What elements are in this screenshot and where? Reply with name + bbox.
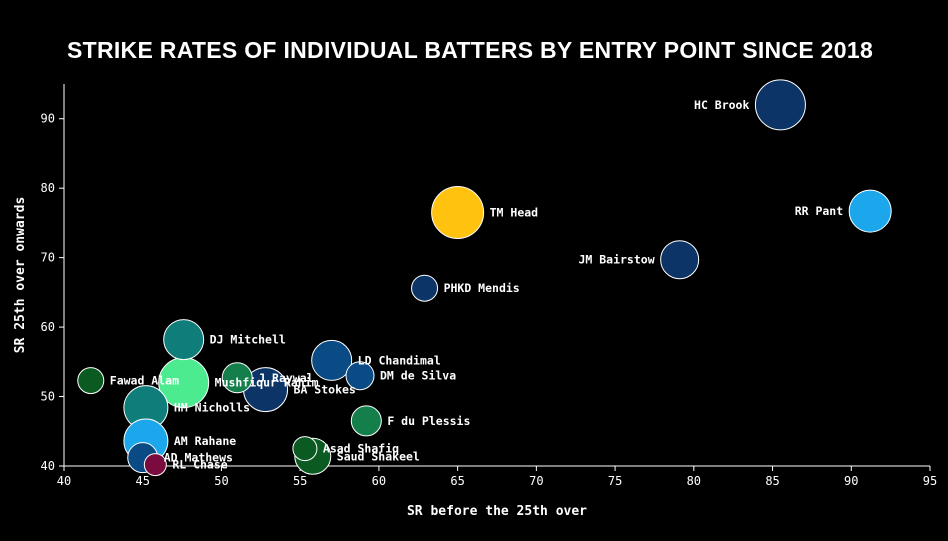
x-tick-label: 75	[608, 474, 622, 488]
x-tick-label: 50	[214, 474, 228, 488]
x-tick-label: 85	[765, 474, 779, 488]
y-tick-label: 60	[41, 320, 55, 334]
label-asad-shafiq: Asad Shafiq	[323, 442, 399, 456]
y-ticks: 40 50 60 70 80 90	[41, 112, 64, 473]
label-saud-shakeel: Saud Shakeel	[337, 449, 420, 463]
label-tm-head: TM Head	[490, 205, 539, 219]
x-tick-label: 40	[57, 474, 71, 488]
x-tick-label: 60	[372, 474, 386, 488]
point-labels: HC Brook RR Pant JM Bairstow TM Head PHKD Me…	[110, 98, 843, 472]
label-phkd-mendis: PHKD Mendis	[444, 281, 520, 295]
bubble-rr-pant[interactable]	[848, 189, 892, 233]
x-tick-label: 90	[844, 474, 858, 488]
bubble-asad-shafiq[interactable]	[292, 436, 318, 462]
x-tick-label: 55	[293, 474, 307, 488]
label-ba-stokes: BA Stokes	[294, 383, 356, 397]
label-fawad-alam: Fawad Alam	[110, 374, 179, 388]
bubble-dj-mitchell[interactable]	[163, 319, 205, 361]
x-ticks: 40 45 50 55 60 65 70 75 80 85 90 95	[57, 466, 937, 488]
label-hc-brook: HC Brook	[694, 98, 749, 112]
x-tick-label: 45	[136, 474, 150, 488]
x-axis-title: SR before the 25th over	[407, 504, 587, 519]
label-mushfiqur-rahim: Mushfiqur Rahim	[215, 376, 319, 390]
y-axis-title: SR 25th over onwards	[13, 197, 28, 354]
bubble-dm-de-silva[interactable]	[345, 361, 375, 391]
label-dj-mitchell: DJ Mitchell	[210, 333, 286, 347]
label-rl-chase: RL Chase	[172, 458, 227, 472]
label-jm-bairstow: JM Bairstow	[578, 253, 654, 267]
label-f-du-plessis: F du Plessis	[387, 414, 470, 428]
x-tick-label: 65	[450, 474, 464, 488]
x-tick-label: 70	[529, 474, 543, 488]
y-tick-label: 50	[41, 390, 55, 404]
bubble-f-du-plessis[interactable]	[350, 405, 382, 437]
bubble-jm-bairstow[interactable]	[660, 240, 700, 280]
axes	[63, 84, 930, 467]
bubble-ld-chandimal[interactable]	[311, 339, 353, 381]
label-rr-pant: RR Pant	[795, 204, 844, 218]
bubble-rl-chase[interactable]	[143, 453, 167, 477]
label-hm-nicholls: HM Nicholls	[174, 401, 250, 415]
bubble-fawad-alam[interactable]	[77, 367, 105, 395]
x-tick-label: 80	[687, 474, 701, 488]
label-am-rahane: AM Rahane	[174, 434, 236, 448]
bubble-j-raywal[interactable]	[221, 362, 253, 394]
x-tick-label: 95	[923, 474, 937, 488]
bubble-phkd-mendis[interactable]	[411, 274, 439, 302]
bubbles	[77, 79, 892, 477]
chart-title: STRIKE RATES OF INDIVIDUAL BATTERS BY EN…	[67, 37, 873, 63]
bubble-hc-brook[interactable]	[754, 79, 806, 131]
y-tick-label: 90	[41, 112, 55, 126]
y-tick-label: 70	[41, 251, 55, 265]
y-tick-label: 80	[41, 181, 55, 195]
label-dm-de-silva: DM de Silva	[380, 369, 456, 383]
y-tick-label: 40	[41, 459, 55, 473]
label-ad-mathews: AD Mathews	[164, 451, 233, 465]
label-ld-chandimal: LD Chandimal	[358, 353, 441, 367]
label-j-raywal: J Raywal	[258, 371, 313, 385]
bubble-tm-head[interactable]	[431, 185, 485, 239]
